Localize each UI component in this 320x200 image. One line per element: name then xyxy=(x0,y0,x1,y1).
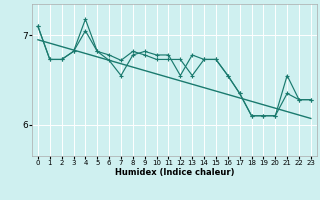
X-axis label: Humidex (Indice chaleur): Humidex (Indice chaleur) xyxy=(115,168,234,177)
